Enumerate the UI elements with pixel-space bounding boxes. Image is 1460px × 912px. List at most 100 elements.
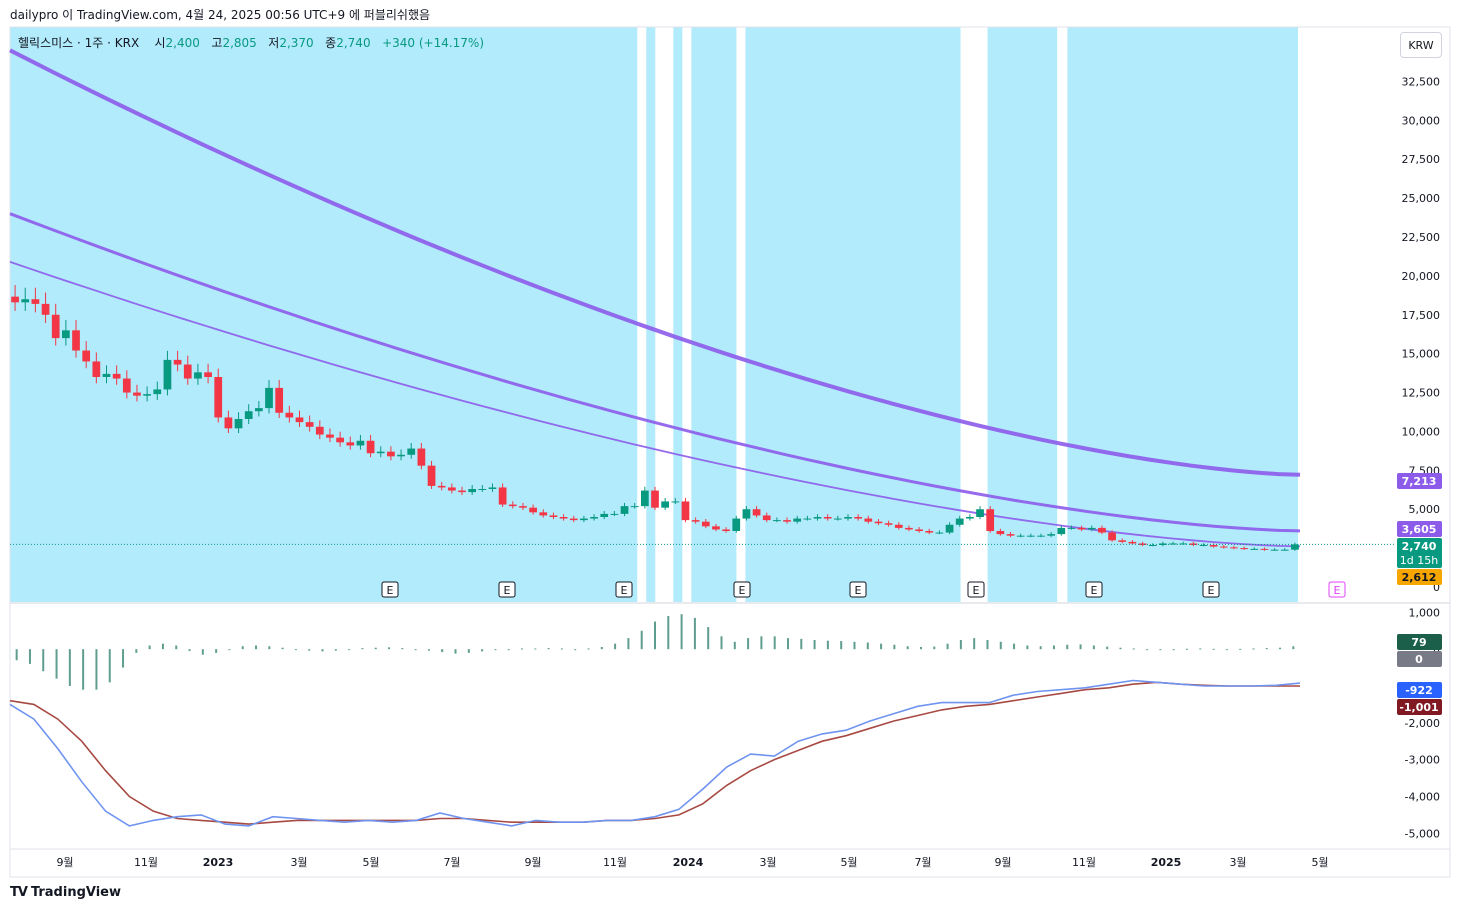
candle-body bbox=[640, 490, 649, 507]
candle-body bbox=[793, 518, 802, 522]
currency-button[interactable]: KRW bbox=[1400, 32, 1442, 58]
candle-body bbox=[823, 517, 832, 519]
histogram-bar bbox=[999, 641, 1002, 650]
histogram-bar bbox=[627, 638, 630, 650]
low-value: 2,370 bbox=[279, 36, 314, 50]
candle-body bbox=[437, 485, 446, 488]
price-tick-label: 30,000 bbox=[1402, 114, 1441, 127]
candle-body bbox=[102, 373, 111, 377]
candle-body bbox=[41, 303, 50, 315]
histogram-bar bbox=[55, 649, 58, 679]
ma-long-tag-bg bbox=[1397, 473, 1442, 489]
candle-body bbox=[519, 506, 527, 508]
histogram-bar bbox=[308, 649, 311, 651]
candle-body bbox=[894, 524, 903, 528]
last-price-countdown: 1d 15h bbox=[1400, 554, 1438, 567]
histogram-bar bbox=[294, 649, 297, 651]
time-tick-label: 11월 bbox=[603, 856, 627, 869]
time-tick-label: 3월 bbox=[759, 856, 776, 869]
candle-body bbox=[62, 330, 70, 339]
histogram-bar bbox=[1185, 648, 1188, 650]
earnings-marker-box bbox=[615, 581, 633, 598]
histogram-bar bbox=[334, 649, 337, 651]
chart-frame bbox=[9, 26, 1451, 878]
histogram-bar bbox=[467, 649, 470, 653]
price-tick-label: 12,500 bbox=[1402, 387, 1441, 400]
histogram-bar bbox=[1092, 645, 1095, 650]
candle-body bbox=[376, 451, 385, 454]
candle-body bbox=[305, 422, 314, 427]
price-tick-label: 5,000 bbox=[1409, 503, 1441, 516]
price-tick-label: 0 bbox=[1433, 581, 1440, 594]
histogram-bar bbox=[108, 649, 111, 683]
candle-body bbox=[265, 387, 273, 409]
histogram-bar bbox=[28, 649, 31, 664]
candle-body bbox=[458, 490, 466, 493]
price-tick-label: 22,500 bbox=[1402, 231, 1441, 244]
histogram-bar bbox=[813, 639, 816, 650]
candle-body bbox=[173, 359, 182, 365]
candle-body bbox=[874, 521, 883, 524]
candle-body bbox=[803, 518, 812, 520]
ma-short-tag-bg bbox=[1397, 569, 1442, 585]
candle-body bbox=[569, 518, 578, 521]
candle-body bbox=[1047, 534, 1056, 536]
grid-lines bbox=[9, 26, 1451, 878]
highlight-band bbox=[745, 27, 961, 602]
zero-value-tag-bg bbox=[1397, 651, 1442, 667]
histogram-bar bbox=[680, 614, 683, 650]
histogram-bar bbox=[1106, 646, 1109, 650]
histogram-bar bbox=[201, 649, 204, 655]
candle-body bbox=[844, 517, 852, 519]
histogram-bar bbox=[786, 638, 789, 650]
histogram-value-tag: 79 bbox=[1411, 636, 1426, 649]
candle-body bbox=[752, 509, 761, 516]
candle-body bbox=[295, 417, 304, 423]
highlight-band bbox=[646, 27, 656, 602]
earnings-marker-box bbox=[381, 581, 399, 598]
symbol-name[interactable]: 헬릭스미스 · 1주 · KRX bbox=[18, 36, 140, 50]
candle-body bbox=[143, 394, 151, 396]
candle-body bbox=[1230, 547, 1238, 549]
histogram-bar bbox=[414, 649, 417, 651]
candle-body bbox=[1250, 548, 1259, 550]
histogram-bar bbox=[840, 641, 843, 650]
candle-body bbox=[163, 359, 172, 390]
candle-body bbox=[204, 372, 212, 377]
price-tick-label: 20,000 bbox=[1402, 270, 1441, 283]
zero-value-tag: 0 bbox=[1415, 653, 1423, 666]
histogram-bar bbox=[600, 646, 603, 650]
histogram-bar bbox=[494, 649, 497, 651]
histogram-bar bbox=[1132, 648, 1135, 650]
candle-body bbox=[732, 518, 741, 531]
histogram-bar bbox=[640, 630, 643, 650]
earnings-marker-box bbox=[1085, 581, 1103, 598]
candle-body bbox=[336, 437, 344, 443]
candle-body bbox=[661, 501, 670, 508]
candle-body bbox=[508, 504, 517, 507]
macd-tick-label: -3,000 bbox=[1405, 754, 1440, 767]
histogram-bar bbox=[587, 648, 590, 650]
histogram-bar bbox=[826, 640, 829, 650]
candle-body bbox=[1148, 545, 1157, 546]
candle-body bbox=[366, 440, 375, 454]
close-label: 종 bbox=[325, 36, 337, 50]
histogram-bar bbox=[454, 649, 457, 654]
ma-mid-tag: 3,605 bbox=[1402, 523, 1437, 536]
candle-body bbox=[884, 523, 893, 525]
candle-body bbox=[153, 389, 162, 395]
histogram-bar bbox=[228, 649, 231, 651]
histogram-bar bbox=[175, 645, 178, 650]
tradingview-logo-icon: TV bbox=[10, 885, 28, 900]
macd-tick-label: -4,000 bbox=[1405, 790, 1440, 803]
histogram-bar bbox=[946, 643, 949, 650]
candle-body bbox=[447, 487, 456, 491]
candle-body bbox=[244, 411, 253, 419]
histogram-bar bbox=[1013, 643, 1016, 650]
candle-body bbox=[773, 520, 781, 522]
candle-body bbox=[966, 517, 974, 519]
histogram-bar bbox=[388, 647, 391, 650]
time-tick-label: 11월 bbox=[1072, 856, 1096, 869]
